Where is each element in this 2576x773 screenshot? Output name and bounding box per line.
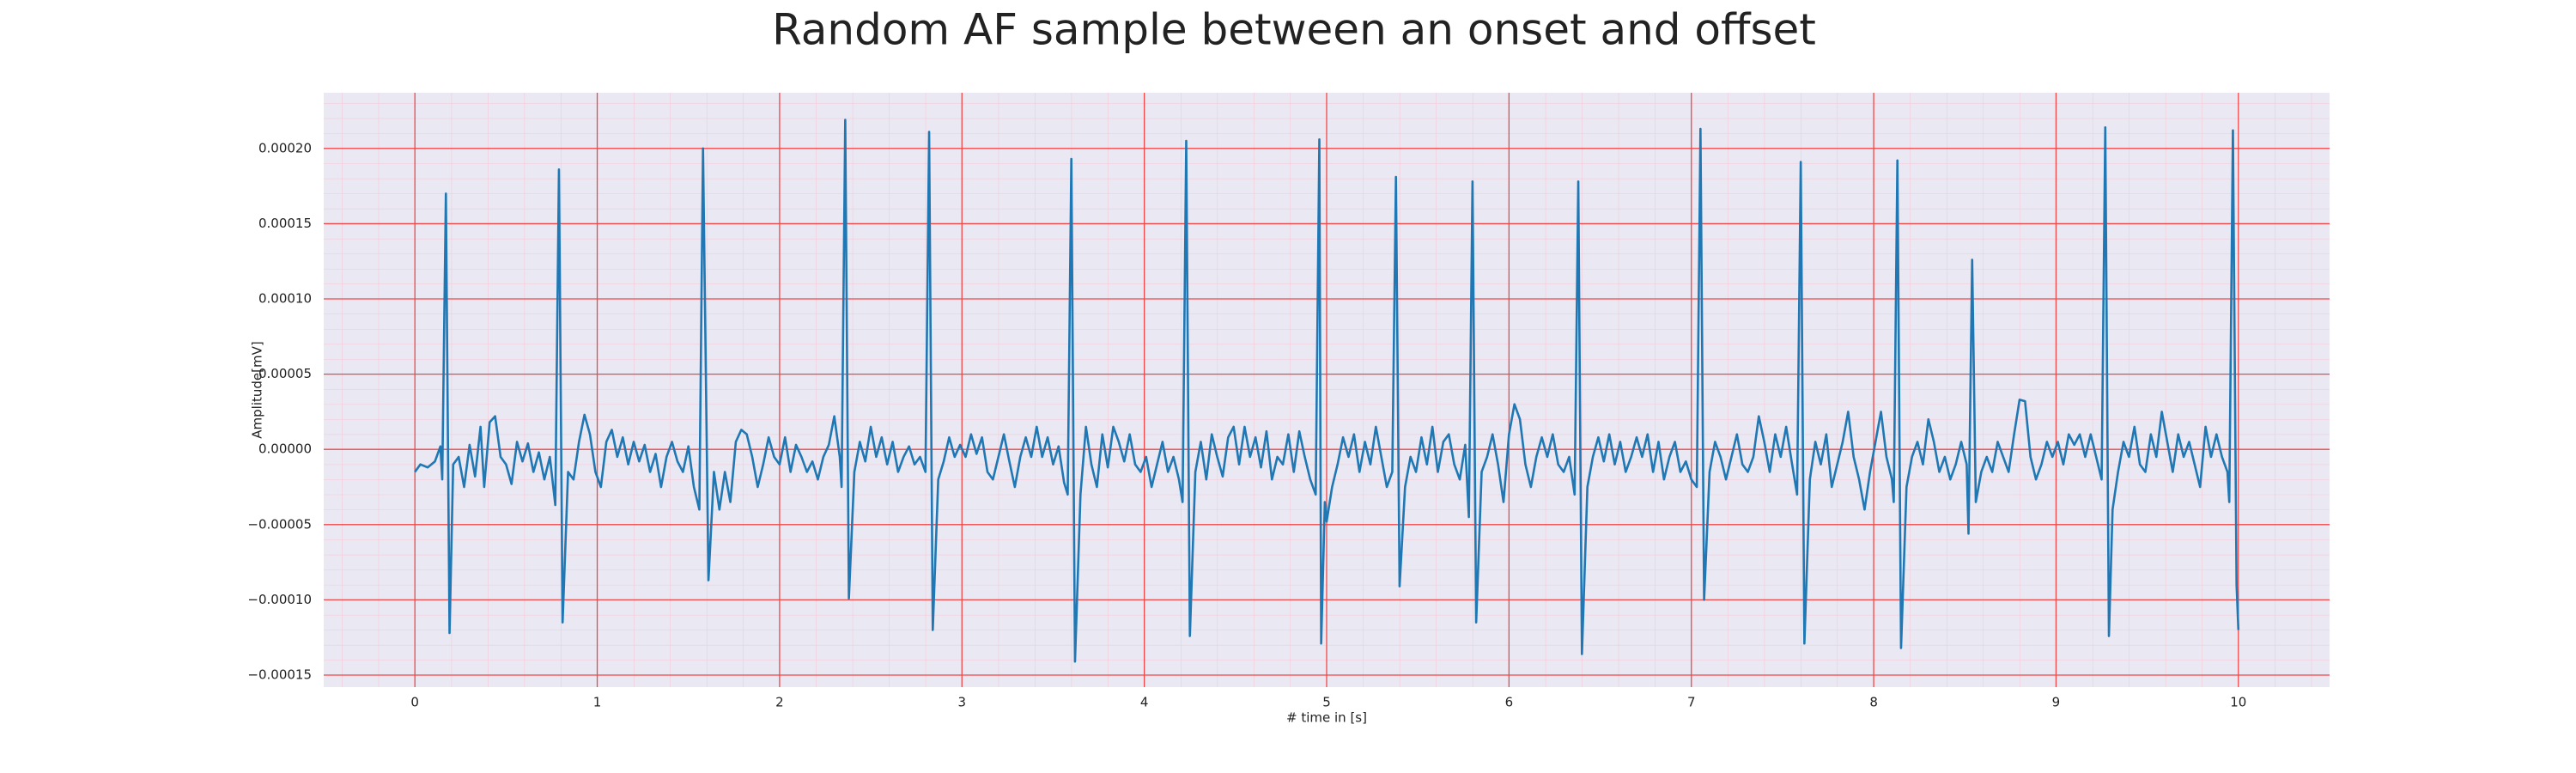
x-tick-label: 1 [593, 695, 602, 710]
y-tick-label: 0.00000 [258, 441, 312, 457]
x-axis-label: # time in [s] [1286, 710, 1367, 726]
x-tick-label: 5 [1322, 695, 1331, 710]
signal-line [414, 119, 2240, 663]
y-tick-label: −0.00010 [247, 592, 312, 607]
x-tick-label: 8 [1869, 695, 1878, 710]
x-tick-label: 6 [1505, 695, 1514, 710]
x-tick-label: 4 [1140, 695, 1149, 710]
x-tick-label: 9 [2052, 695, 2061, 710]
x-tick-label: 0 [410, 695, 419, 710]
y-tick-label: 0.00005 [258, 366, 312, 381]
x-tick-label: 2 [775, 695, 784, 710]
y-tick-label: 0.00020 [258, 140, 312, 155]
y-tick-label: −0.00005 [247, 516, 312, 532]
y-tick-label: 0.00010 [258, 291, 312, 307]
y-tick-label: −0.00015 [247, 666, 312, 682]
y-tick-label: 0.00015 [258, 216, 312, 231]
x-tick-label: 7 [1687, 695, 1696, 710]
chart-title: Random AF sample between an onset and of… [772, 5, 1816, 55]
x-tick-label: 3 [957, 695, 966, 710]
x-tick-label: 10 [2230, 695, 2246, 710]
y-axis-label: Amplitude[mV] [250, 341, 265, 438]
